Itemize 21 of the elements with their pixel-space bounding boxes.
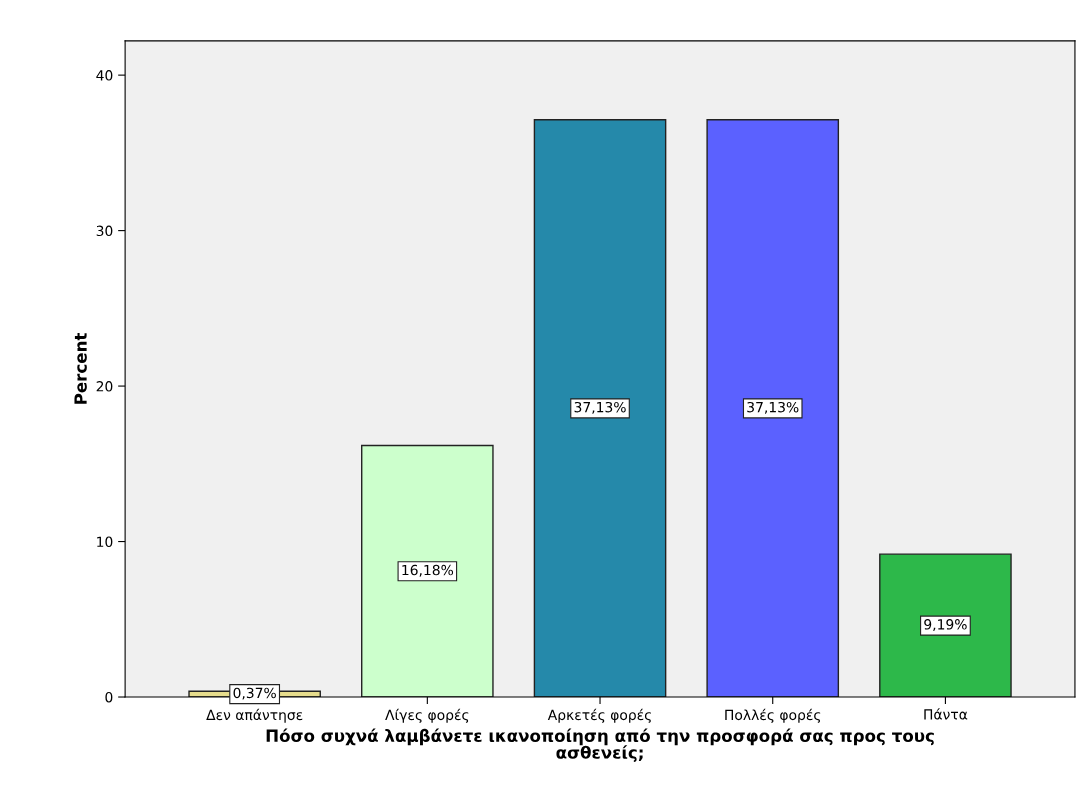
data-label: 37,13% xyxy=(747,401,799,414)
x-tick-label: Πολλές φορές xyxy=(725,708,821,723)
x-tick-label: Πάντα xyxy=(924,708,968,720)
y-tick-label: 0 xyxy=(105,691,113,703)
x-tick-label: Λίγες φορές xyxy=(385,708,469,723)
y-tick-label: 20 xyxy=(96,381,113,392)
x-tick-label: Δεν απάντησε xyxy=(206,708,303,723)
data-label: 37,13% xyxy=(574,401,626,414)
x-axis-title: Πόσο συχνά λαμβάνετε ικανοποίηση από την προσφορά σας προς τους ασθενείς; xyxy=(266,728,934,763)
x-tick-label: Αρκετές φορές xyxy=(547,708,651,723)
y-tick-label: 10 xyxy=(97,536,113,548)
y-tick-label: 40 xyxy=(96,70,113,81)
data-label: 16,18% xyxy=(402,564,454,577)
bar xyxy=(533,119,667,698)
bar xyxy=(879,553,1012,698)
bar xyxy=(706,119,840,698)
y-axis-title: Percent xyxy=(74,332,87,404)
data-label: 0,37% xyxy=(233,687,276,700)
bar xyxy=(361,444,494,698)
y-tick-label: 30 xyxy=(96,225,113,237)
data-label: 9,19% xyxy=(924,619,967,632)
